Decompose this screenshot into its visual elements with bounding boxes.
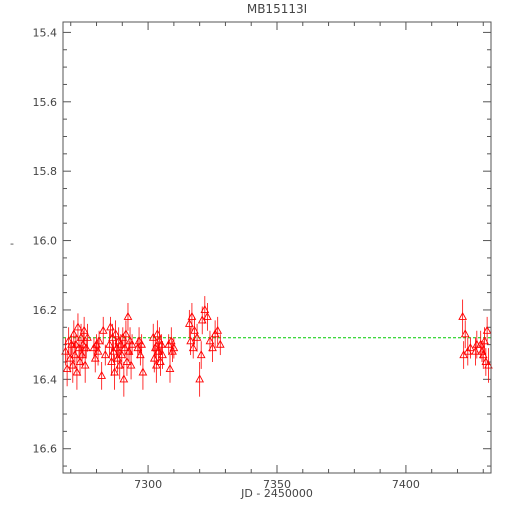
y-tick-label: 16.0 [33, 235, 58, 248]
data-point [213, 325, 223, 334]
data-point [200, 305, 210, 313]
data-point [471, 346, 480, 355]
data-point [69, 329, 79, 338]
data-point [478, 350, 488, 359]
data-point [158, 350, 167, 359]
data-point [166, 336, 176, 345]
data-point [127, 339, 137, 348]
data-point [186, 336, 195, 345]
data-point [466, 343, 475, 352]
data-point [83, 332, 92, 341]
data-point [203, 311, 212, 320]
data-point [73, 322, 83, 331]
data-point [120, 343, 130, 352]
data-point [61, 346, 70, 355]
data-point [482, 325, 492, 334]
chart-title: MB15113I [247, 2, 307, 16]
data-point [184, 318, 194, 327]
data-point [190, 325, 199, 334]
data-point [137, 339, 146, 348]
data-point [90, 353, 100, 362]
y-tick-label: 16.6 [33, 443, 58, 456]
data-point [98, 325, 108, 334]
data-point [100, 350, 110, 359]
data-point [121, 329, 131, 338]
data-point [196, 350, 206, 359]
y-tick-label: 16.4 [33, 373, 58, 386]
data-point [165, 363, 175, 372]
data-point [124, 346, 134, 355]
data-point [195, 374, 205, 383]
data-point [67, 339, 76, 348]
data-point [111, 329, 120, 338]
data-point [80, 360, 90, 369]
data-point [110, 367, 119, 376]
data-point [480, 336, 489, 345]
data-point [123, 311, 133, 320]
data-points [61, 296, 493, 397]
data-point [458, 311, 467, 320]
x-axis-label: JD - 2450000 [240, 487, 313, 500]
data-point [138, 367, 148, 376]
x-tick-label: 7350 [263, 478, 291, 491]
x-tick-label: 7400 [392, 478, 420, 491]
x-tick-label: 7300 [134, 478, 162, 491]
data-point [205, 336, 215, 345]
data-point [117, 350, 127, 359]
data-point [119, 374, 129, 383]
data-point [93, 346, 103, 355]
data-point [484, 360, 493, 369]
data-point [81, 343, 91, 352]
data-point [77, 350, 87, 359]
y-tick-label: 15.8 [33, 165, 58, 178]
data-point [157, 339, 166, 348]
data-point [134, 336, 144, 345]
data-point [188, 343, 198, 352]
data-point [135, 350, 145, 359]
data-point [126, 360, 136, 369]
data-point [78, 339, 88, 348]
axis-ticks: 7300 7350 7400 15.4 15.6 15.8 16.0 16.2 16.4 16.6 [33, 22, 491, 491]
data-point [460, 329, 470, 338]
data-point [97, 370, 107, 379]
y-tick-label: 15.6 [33, 96, 58, 109]
data-point [215, 339, 225, 348]
data-point [105, 339, 114, 348]
data-point [79, 325, 89, 334]
data-point [94, 336, 104, 345]
data-point [72, 367, 82, 376]
data-point [208, 343, 217, 352]
y-tick-label: 15.4 [33, 26, 58, 39]
y-tick-label: 16.2 [33, 304, 58, 317]
data-point [70, 350, 80, 359]
data-point [187, 311, 197, 320]
data-point [169, 343, 179, 352]
data-point [481, 357, 491, 366]
data-point [192, 332, 202, 341]
data-point [71, 339, 81, 348]
data-point [64, 336, 74, 345]
plot-frame [62, 21, 492, 474]
y-axis-label: - [10, 237, 14, 250]
